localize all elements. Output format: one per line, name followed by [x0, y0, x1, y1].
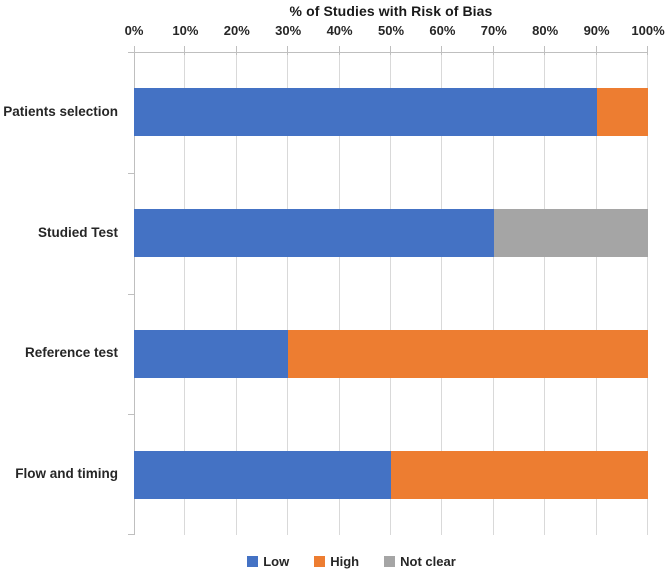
x-axis-tick-60- [441, 46, 443, 55]
x-axis-tick-0- [134, 46, 135, 55]
gridline-80- [544, 52, 546, 535]
gridline-90- [595, 52, 597, 535]
plot-area [128, 46, 648, 535]
bar-segment-low [134, 88, 597, 137]
x-axis-tick-100- [647, 46, 648, 55]
legend-item-not-clear: Not clear [384, 554, 456, 569]
legend-swatch-low [247, 555, 259, 567]
legend-item-high: High [314, 554, 359, 569]
legend-label-low: Low [263, 553, 290, 569]
x-tick-label-30-: 30% [275, 23, 302, 38]
x-tick-label-40-: 40% [326, 23, 353, 38]
category-axis-labels: Patients selection Studied Test Reference … [0, 52, 118, 535]
category-label-patients-selection: Patients selection [3, 103, 118, 119]
x-axis-line [134, 52, 648, 53]
legend-swatch-not-clear [384, 555, 396, 567]
category-label-studied-test: Studied Test [37, 224, 118, 240]
legend-item-low: Low [247, 554, 289, 569]
bar-patients-selection [134, 88, 648, 137]
legend-swatch-high [314, 555, 326, 567]
gridline-20- [235, 52, 237, 535]
x-tick-label-0-: 0% [124, 23, 144, 38]
category-axis-tick [128, 414, 134, 416]
x-axis-tick-20- [235, 46, 237, 55]
bar-segment-low [134, 209, 494, 258]
category-axis-tick [128, 534, 134, 535]
bar-segment-not-clear [493, 209, 648, 258]
gridline-60- [441, 52, 443, 535]
gridline-50- [390, 52, 391, 535]
category-label-reference-test: Reference test [24, 345, 118, 361]
x-axis-tick-labels: 0% 10% 20% 30% 40% 50% 60% 70% 80% 90% 100% [125, 23, 665, 41]
chart-title: % of Studies with Risk of Bias [289, 3, 493, 19]
x-axis-tick-50- [390, 46, 391, 55]
category-axis-tick [128, 293, 134, 295]
category-axis-line [134, 52, 135, 535]
x-tick-label-80-: 80% [532, 23, 559, 38]
x-axis-tick-90- [595, 46, 597, 55]
category-axis-tick [128, 172, 134, 174]
bar-row-studied-test [134, 173, 648, 294]
x-axis-tick-70- [492, 46, 494, 55]
gridline-40- [338, 52, 340, 535]
x-tick-label-70-: 70% [480, 23, 507, 38]
bar-segment-low [134, 329, 289, 378]
gridline-30- [287, 52, 289, 535]
x-tick-label-50-: 50% [377, 23, 405, 38]
x-tick-label-10-: 10% [172, 23, 199, 38]
bar-row-reference-test [134, 294, 648, 415]
x-axis-tick-30- [287, 46, 289, 55]
gridline-70- [492, 52, 494, 535]
bar-segment-low [134, 450, 391, 499]
category-axis-tick [128, 52, 134, 53]
x-tick-label-100-: 100% [631, 23, 665, 38]
bar-studied-test [134, 209, 648, 258]
x-axis-tick-80- [544, 46, 546, 55]
x-tick-label-90-: 90% [583, 23, 610, 38]
category-label-flow-and-timing: Flow and timing [15, 466, 118, 482]
bar-segment-high [288, 329, 648, 378]
bar-reference-test [134, 329, 648, 378]
bar-flow-and-timing [134, 450, 648, 499]
bar-segment-high [391, 450, 648, 499]
bar-segment-high [596, 88, 648, 137]
legend-label-high: High [330, 553, 360, 569]
x-tick-label-20-: 20% [223, 23, 250, 38]
bar-row-flow-and-timing [134, 414, 648, 535]
gridline-100- [647, 52, 648, 535]
x-axis-tick-10- [184, 46, 186, 55]
gridline-10- [184, 52, 186, 535]
bar-row-patients-selection [134, 52, 648, 173]
x-axis-tick-40- [338, 46, 340, 55]
bar-rows [134, 52, 648, 535]
x-tick-label-60-: 60% [429, 23, 456, 38]
legend-label-not-clear: Not clear [400, 553, 456, 569]
legend: Low High Not clear [0, 549, 667, 573]
